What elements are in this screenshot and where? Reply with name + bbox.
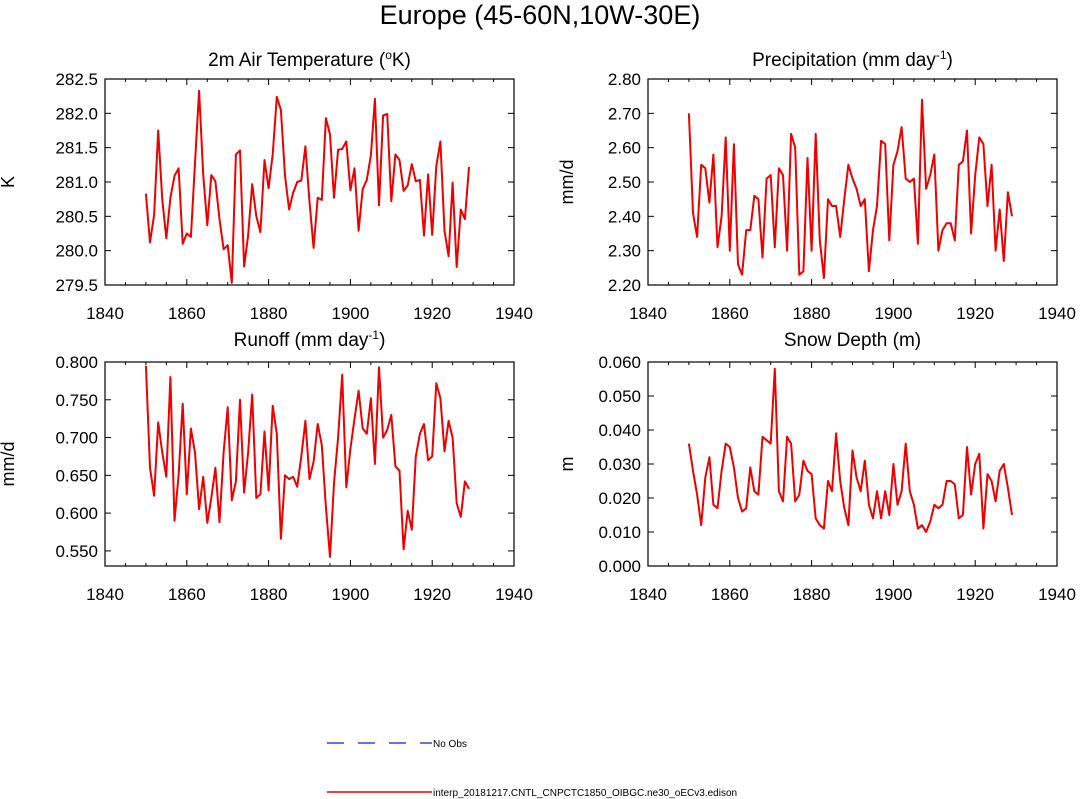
x-tick-label: 1940 — [1038, 585, 1076, 604]
y-tick-label: 0.550 — [55, 542, 98, 561]
legend-label-model: interp_20181217.CNTL_CNPCTC1850_OIBGC.ne… — [433, 788, 737, 799]
x-tick-label: 1860 — [168, 585, 206, 604]
y-tick-label: 2.20 — [608, 276, 641, 295]
legend-label-no-obs: No Obs — [433, 739, 467, 750]
y-tick-label: 2.50 — [608, 173, 641, 192]
panel-title: Precipitation (mm day-1) — [752, 48, 953, 71]
panel-title: 2m Air Temperature (oK) — [208, 48, 411, 71]
x-tick-label: 1860 — [711, 585, 749, 604]
x-tick-label: 1840 — [629, 585, 667, 604]
chart-panel-4: Snow Depth (m) 1840 1860 1880 1900 1920 1940 0.… — [557, 330, 1076, 604]
y-tick-label: 0.020 — [598, 489, 641, 508]
x-tick-label: 1920 — [956, 304, 994, 323]
y-tick-label: 281.0 — [55, 173, 98, 192]
chart-panel-2: Precipitation (mm day-1) 1840 1860 1880 1900… — [557, 48, 1076, 323]
series-line — [687, 367, 1013, 533]
y-tick-label: 2.40 — [608, 207, 641, 226]
y-tick-label: 280.5 — [55, 207, 98, 226]
y-tick-label: 0.030 — [598, 455, 641, 474]
x-tick-label: 1940 — [495, 585, 533, 604]
y-axis-label: m — [557, 457, 577, 472]
y-tick-label: 0.040 — [598, 421, 641, 440]
x-tick-label: 1880 — [793, 585, 831, 604]
y-tick-label: 0.750 — [55, 391, 98, 410]
y-axis-label: mm/d — [0, 442, 18, 487]
y-tick-label: 0.010 — [598, 523, 641, 542]
y-tick-label: 2.80 — [608, 70, 641, 89]
series-line — [144, 365, 470, 558]
x-tick-label: 1860 — [711, 304, 749, 323]
y-tick-label: 279.5 — [55, 276, 98, 295]
x-tick-label: 1840 — [629, 304, 667, 323]
plot-frame — [647, 78, 1058, 286]
x-tick-label: 1920 — [956, 585, 994, 604]
x-tick-label: 1900 — [874, 585, 912, 604]
x-tick-label: 1940 — [495, 304, 533, 323]
y-axis-label: K — [0, 176, 18, 188]
panel-title: Snow Depth (m) — [784, 330, 921, 351]
x-tick-label: 1880 — [250, 585, 288, 604]
x-tick-label: 1940 — [1038, 304, 1076, 323]
y-tick-label: 0.050 — [598, 387, 641, 406]
series-line — [144, 89, 470, 284]
y-tick-label: 282.0 — [55, 104, 98, 123]
panels: 2m Air Temperature (oK) 1840 1860 1880 1900 1… — [0, 48, 1076, 604]
y-tick-label: 0.000 — [598, 557, 641, 576]
x-tick-label: 1900 — [331, 304, 369, 323]
series-line — [687, 98, 1013, 280]
y-tick-label: 2.60 — [608, 139, 641, 158]
x-tick-label: 1880 — [250, 304, 288, 323]
x-tick-label: 1900 — [331, 585, 369, 604]
y-tick-label: 281.5 — [55, 139, 98, 158]
y-tick-label: 0.800 — [55, 353, 98, 372]
x-tick-label: 1920 — [413, 304, 451, 323]
chart-panel-1: 2m Air Temperature (oK) 1840 1860 1880 1900 1… — [0, 48, 533, 323]
y-tick-label: 2.70 — [608, 104, 641, 123]
x-tick-label: 1840 — [86, 585, 124, 604]
x-tick-label: 1860 — [168, 304, 206, 323]
figure-title: Europe (45-60N,10W-30E) — [380, 0, 701, 30]
y-tick-label: 2.30 — [608, 242, 641, 261]
x-tick-label: 1920 — [413, 585, 451, 604]
y-tick-label: 0.060 — [598, 353, 641, 372]
y-tick-label: 0.700 — [55, 429, 98, 448]
chart-panel-3: Runoff (mm day-1) 1840 1860 1880 1900 1920 194… — [0, 328, 533, 604]
x-tick-label: 1840 — [86, 304, 124, 323]
y-tick-label: 282.5 — [55, 70, 98, 89]
x-tick-label: 1900 — [874, 304, 912, 323]
legend: No Obs interp_20181217.CNTL_CNPCTC1850_O… — [327, 739, 737, 799]
panel-title: Runoff (mm day-1) — [234, 328, 386, 351]
y-tick-label: 0.650 — [55, 466, 98, 485]
x-tick-label: 1880 — [793, 304, 831, 323]
y-tick-label: 0.600 — [55, 504, 98, 523]
y-tick-label: 280.0 — [55, 242, 98, 261]
y-axis-label: mm/d — [557, 160, 577, 205]
